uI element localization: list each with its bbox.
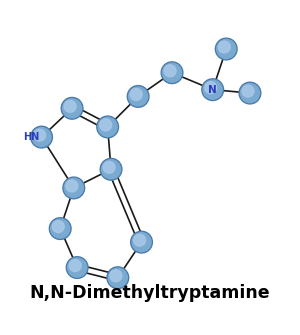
Circle shape bbox=[52, 221, 64, 232]
Circle shape bbox=[98, 117, 117, 136]
Text: N: N bbox=[208, 85, 217, 95]
Circle shape bbox=[34, 129, 46, 141]
Circle shape bbox=[242, 85, 254, 97]
Circle shape bbox=[134, 234, 146, 246]
Circle shape bbox=[131, 231, 152, 253]
Circle shape bbox=[64, 100, 76, 112]
Circle shape bbox=[217, 40, 236, 59]
Circle shape bbox=[68, 258, 87, 277]
Circle shape bbox=[239, 82, 261, 104]
Circle shape bbox=[101, 160, 121, 179]
Circle shape bbox=[110, 270, 122, 282]
Circle shape bbox=[240, 83, 260, 103]
Circle shape bbox=[32, 128, 51, 147]
Circle shape bbox=[69, 260, 81, 272]
Circle shape bbox=[218, 41, 230, 53]
Circle shape bbox=[132, 232, 151, 252]
Circle shape bbox=[103, 161, 115, 173]
Circle shape bbox=[62, 99, 82, 118]
Circle shape bbox=[63, 177, 85, 199]
Circle shape bbox=[202, 79, 224, 100]
Circle shape bbox=[161, 62, 183, 83]
Text: N,N-Dimethyltryptamine: N,N-Dimethyltryptamine bbox=[30, 284, 270, 302]
Circle shape bbox=[127, 86, 149, 107]
Text: HN: HN bbox=[23, 132, 40, 142]
Circle shape bbox=[61, 97, 83, 119]
Circle shape bbox=[130, 88, 142, 100]
Circle shape bbox=[50, 218, 71, 240]
Circle shape bbox=[66, 257, 88, 278]
Circle shape bbox=[100, 158, 122, 180]
Circle shape bbox=[97, 116, 118, 138]
Circle shape bbox=[108, 268, 128, 287]
Circle shape bbox=[66, 180, 78, 192]
Circle shape bbox=[129, 87, 148, 106]
Circle shape bbox=[203, 80, 222, 99]
Circle shape bbox=[163, 63, 182, 82]
Circle shape bbox=[107, 267, 129, 288]
Circle shape bbox=[31, 126, 52, 148]
Circle shape bbox=[51, 219, 70, 238]
Circle shape bbox=[64, 178, 83, 197]
Circle shape bbox=[100, 119, 112, 131]
Circle shape bbox=[164, 65, 176, 77]
Circle shape bbox=[215, 38, 237, 60]
Circle shape bbox=[205, 82, 217, 94]
